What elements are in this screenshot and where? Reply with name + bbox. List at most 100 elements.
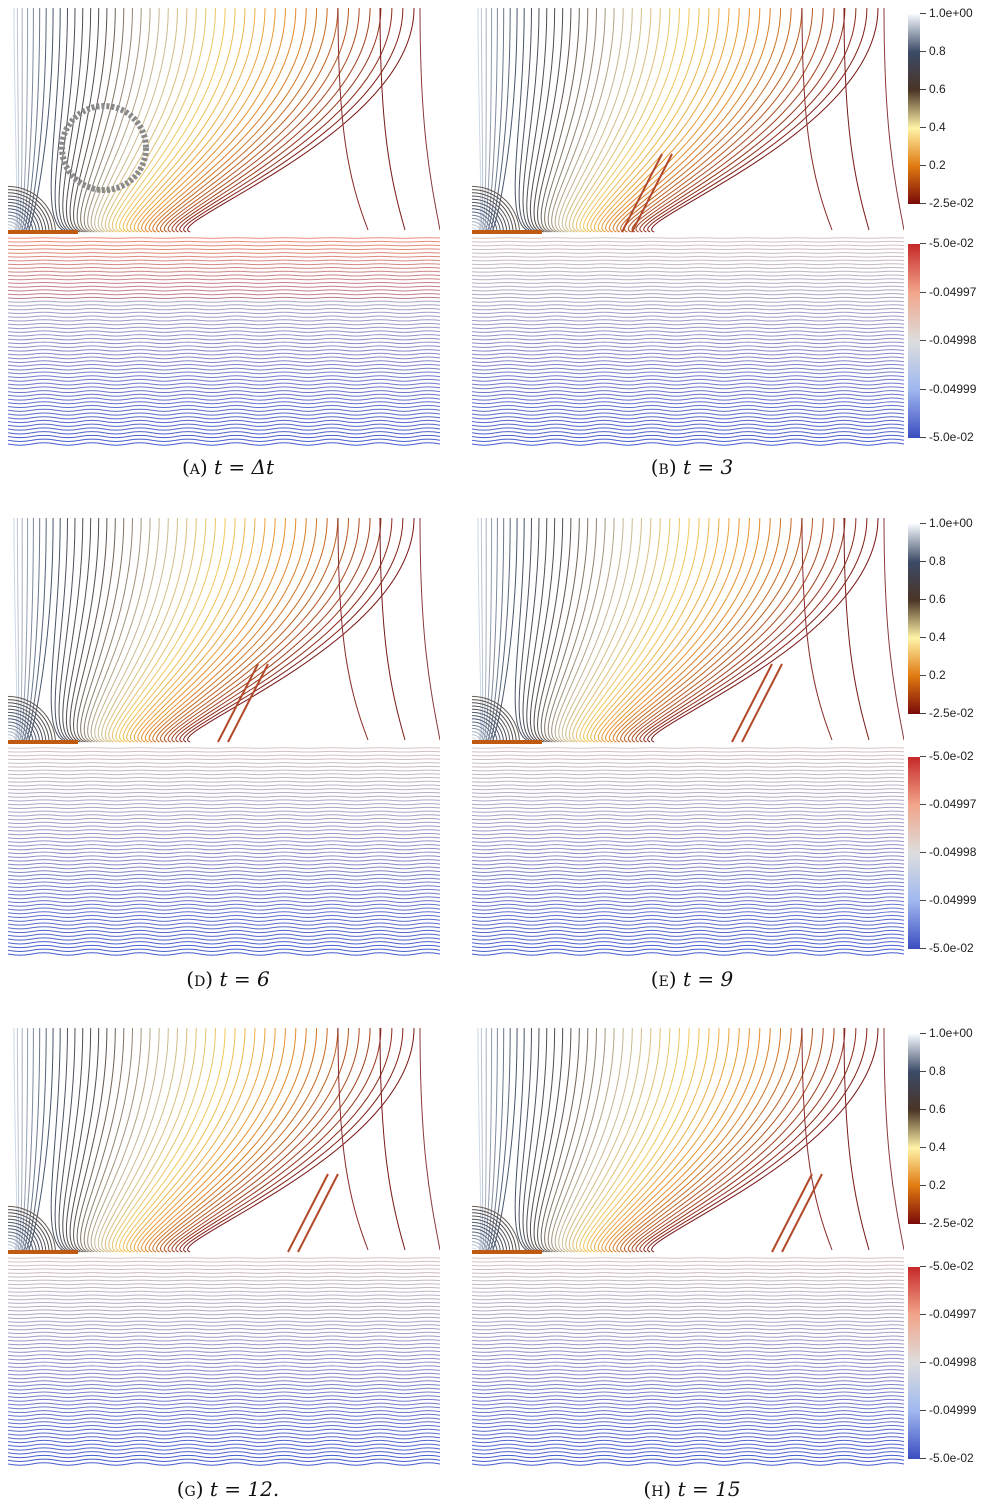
jet-structure xyxy=(771,1173,823,1253)
contour-line xyxy=(883,1028,904,1251)
contour-line xyxy=(337,1028,369,1251)
jet-structure xyxy=(621,153,673,233)
contour-line xyxy=(624,1028,803,1253)
contour-line xyxy=(472,1335,904,1338)
contour-line xyxy=(8,911,440,915)
contour-line xyxy=(547,1028,597,1253)
contour-line xyxy=(90,8,151,233)
contour-line xyxy=(148,1028,307,1253)
contour-line xyxy=(8,1335,440,1338)
contour-line xyxy=(472,1268,904,1271)
contour-line xyxy=(8,1383,440,1387)
contour-line xyxy=(472,695,521,745)
contour-line xyxy=(8,240,440,243)
contour-line xyxy=(8,237,440,239)
caption-e: (e) t = 9 xyxy=(472,967,912,991)
contour-line xyxy=(472,1287,904,1289)
contour-line xyxy=(472,715,501,745)
contour-line xyxy=(8,248,440,251)
contour-line xyxy=(472,337,904,341)
contour-line xyxy=(8,892,440,896)
contour-line xyxy=(568,518,652,743)
contour-line xyxy=(54,8,69,233)
contour-line xyxy=(540,8,580,233)
contour-line xyxy=(639,8,846,233)
contour-line xyxy=(616,1028,782,1253)
contour-line xyxy=(8,1305,440,1308)
panel-b xyxy=(472,8,912,448)
contour-line xyxy=(8,791,440,794)
contour-line xyxy=(472,201,505,235)
contour-line xyxy=(8,918,440,922)
contour-line xyxy=(8,1369,440,1372)
contour-line xyxy=(101,518,178,743)
contour-line xyxy=(472,300,904,303)
caption-b-label: (b) xyxy=(650,455,677,479)
colorbar-tick-label: 0.4 xyxy=(920,120,946,134)
contour-line xyxy=(8,337,440,341)
contour-line xyxy=(90,1028,151,1253)
contour-plot xyxy=(472,8,904,446)
contour-line xyxy=(472,1451,904,1455)
contour-line xyxy=(8,1447,440,1451)
contour-line xyxy=(73,518,108,743)
contour-line xyxy=(171,518,371,743)
contour-line xyxy=(472,1316,904,1319)
contour-line xyxy=(565,518,642,743)
contour-line xyxy=(472,412,904,416)
contour-line xyxy=(472,762,904,764)
contour-line xyxy=(8,1376,440,1380)
contour-line xyxy=(594,1028,720,1253)
contour-line xyxy=(561,8,633,233)
contour-line xyxy=(544,518,589,743)
colorbar-tick-label: 0.4 xyxy=(920,630,946,644)
contour-line xyxy=(27,8,54,233)
contour-line xyxy=(8,1283,440,1286)
contour-line xyxy=(627,518,813,743)
caption-a-time: t = Δt xyxy=(214,455,275,479)
contour-line xyxy=(8,900,440,904)
contour-line xyxy=(472,1225,501,1255)
contour-line xyxy=(8,330,440,333)
contour-line xyxy=(472,416,904,420)
contour-line xyxy=(337,518,369,741)
contour-line xyxy=(8,438,440,442)
contour-line xyxy=(133,8,266,233)
contour-line xyxy=(97,1028,169,1253)
caption-a-label: (a) xyxy=(181,455,208,479)
contour-line xyxy=(478,1028,484,1253)
contour-line xyxy=(472,821,904,825)
contour-line xyxy=(126,8,246,233)
contour-line xyxy=(486,8,505,233)
contour-line xyxy=(472,855,904,858)
contour-line xyxy=(76,518,116,743)
contour-line xyxy=(8,866,440,870)
contour-line xyxy=(639,518,846,743)
colorbar-tick-label: 0.2 xyxy=(920,1178,946,1192)
colorbar-gradient xyxy=(908,14,920,204)
colorbar-tick-label: 0.2 xyxy=(920,158,946,172)
contour-line xyxy=(8,1320,440,1323)
contour-line xyxy=(647,8,868,233)
contour-line xyxy=(472,285,904,288)
caption-d: (d) t = 6 xyxy=(8,967,448,991)
contour-line xyxy=(583,518,690,743)
panel-g xyxy=(8,1028,448,1468)
contour-line xyxy=(472,777,904,779)
contour-line xyxy=(8,1264,440,1267)
contour-line xyxy=(575,1028,671,1253)
contour-line xyxy=(14,518,20,743)
contour-lines-top xyxy=(472,518,904,745)
contour-line xyxy=(8,442,440,446)
contour-line xyxy=(8,382,440,386)
contour-lines-bottom xyxy=(8,237,440,446)
contour-line xyxy=(472,1342,904,1346)
panel-h xyxy=(472,1028,912,1468)
contour-line xyxy=(133,518,266,743)
contour-line xyxy=(472,803,904,806)
contour-line xyxy=(108,8,197,233)
contour-line xyxy=(97,8,169,233)
contour-line xyxy=(13,1028,18,1253)
contour-line xyxy=(547,518,597,743)
contour-line xyxy=(8,915,440,919)
